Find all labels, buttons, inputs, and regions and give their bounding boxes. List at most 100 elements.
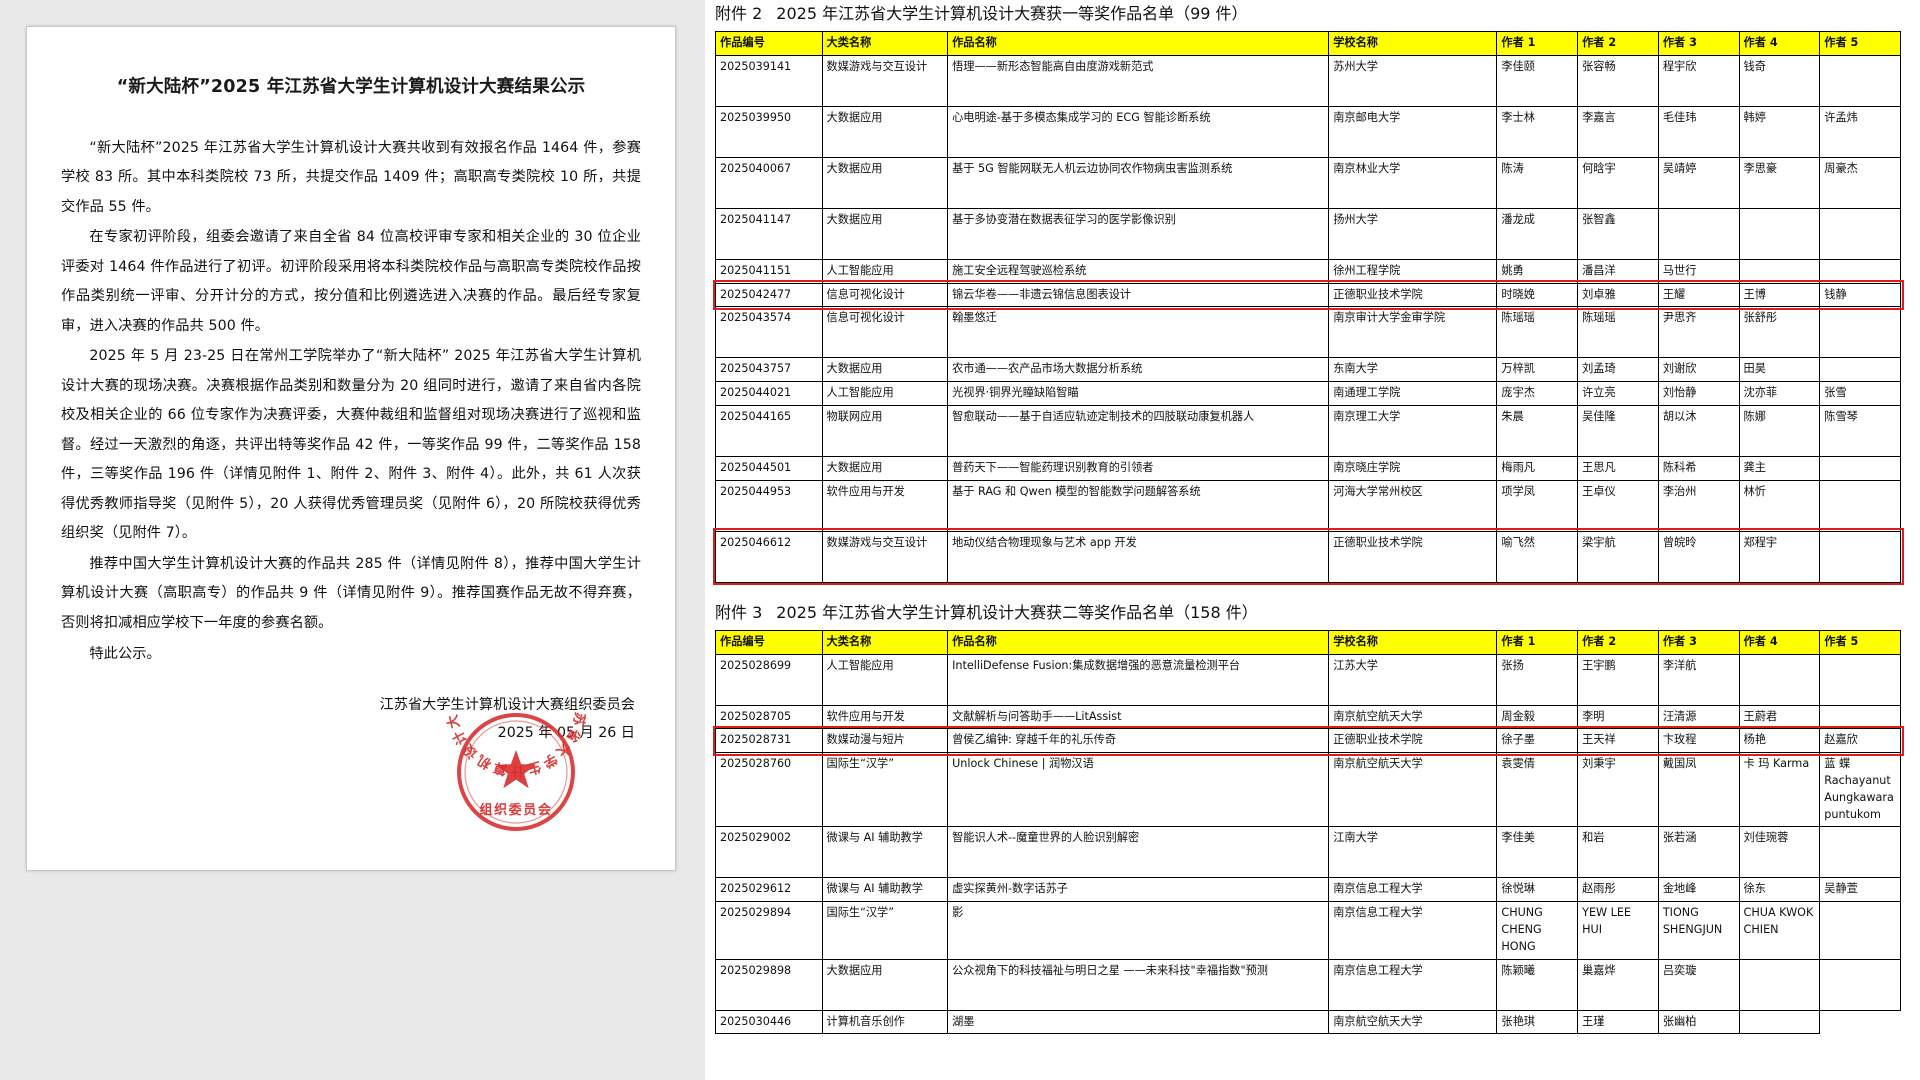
table-cell bbox=[1819, 530, 1901, 583]
table-cell: 周金毅 bbox=[1496, 704, 1579, 730]
table-cell: 南京信息工程大学 bbox=[1328, 901, 1498, 960]
table-cell: 数媒游戏与交互设计 bbox=[821, 530, 949, 583]
table-cell: 赵嘉欣 bbox=[1819, 728, 1901, 754]
table-cell: 计算机音乐创作 bbox=[821, 1009, 949, 1035]
table-row: 2025043574 信息可视化设计 翰墨悠迁 南京审计大学金审学院 陈瑶瑶 陈瑶瑶 尹思齐… bbox=[715, 306, 1901, 359]
table-cell: 王博 bbox=[1738, 282, 1821, 308]
table-cell: 人工智能应用 bbox=[821, 381, 949, 406]
table-cell: 2025039950 bbox=[715, 105, 823, 158]
table-cell: 农市通——农产品市场大数据分析系统 bbox=[947, 357, 1330, 383]
table-cell: 王瑾 bbox=[1577, 1009, 1659, 1035]
table-cell: 陈瑶瑶 bbox=[1577, 306, 1659, 359]
document-pane: “新大陆杯”2025 年江苏省大学生计算机设计大赛结果公示 “新大陆杯”2025… bbox=[0, 0, 705, 1080]
table-cell: 大数据应用 bbox=[821, 207, 949, 260]
table-cell: 郑程宇 bbox=[1738, 530, 1821, 583]
table-cell: 软件应用与开发 bbox=[821, 704, 949, 730]
table-cell: 张扬 bbox=[1496, 653, 1579, 706]
table-row: 2025029894 国际生“汉学” 影南京信息工程大学 CHUNG CHENG HO… bbox=[715, 901, 1901, 960]
table-cell: 2025041151 bbox=[715, 258, 823, 284]
table-cell: 金地峰 bbox=[1657, 877, 1740, 903]
paragraph-2: 在专家初评阶段，组委会邀请了来自全省 84 位高校评审专家和相关企业的 30 位… bbox=[61, 229, 641, 334]
second-prize-table: 作品编号 大类名称 作品名称 学校名称 作者 1 作者 2 作者 3 作者 4 作者 5 202… bbox=[715, 629, 1901, 1035]
table-cell: 扬州大学 bbox=[1328, 207, 1498, 260]
table-cell: 潘昌洋 bbox=[1577, 258, 1659, 284]
table-row: 2025044165 物联网应用 智愈联动——基于自适应轨迹定制技术的四肢联动康复机… bbox=[715, 404, 1901, 457]
table-row: 2025039141 数媒游戏与交互设计 悟理——新形态智能高自由度游戏新范式 苏州大… bbox=[715, 54, 1901, 107]
paragraph-5: 特此公示。 bbox=[89, 645, 161, 662]
table-cell: 张幽柏 bbox=[1657, 1009, 1740, 1035]
table-cell: 陈娜 bbox=[1738, 404, 1821, 457]
table-cell: 2025030446 bbox=[715, 1009, 823, 1035]
table-cell bbox=[1819, 704, 1901, 730]
table-cell: 2025029002 bbox=[715, 826, 823, 879]
table-cell: 光视界·铜界光瞳缺陷智瞄 bbox=[947, 381, 1330, 406]
table-cell: 卞玫程 bbox=[1657, 728, 1740, 754]
table-cell: CHUA KWOK CHIEN bbox=[1738, 901, 1821, 960]
table-cell: 戴国凤 bbox=[1657, 752, 1740, 828]
column-header-0: 作品编号 bbox=[715, 629, 823, 655]
table-cell: 潘龙成 bbox=[1496, 207, 1579, 260]
table-cell: 2025043574 bbox=[715, 306, 823, 359]
column-header-4: 作者 1 bbox=[1496, 31, 1579, 56]
table-cell: 徐东 bbox=[1738, 877, 1821, 903]
table-cell: 苏州大学 bbox=[1328, 54, 1498, 107]
table-cell: Unlock Chinese | 润物汉语 bbox=[947, 752, 1330, 828]
attachment-3-heading: 2025 年江苏省大学生计算机设计大赛获二等奖作品名单 bbox=[776, 602, 1175, 622]
table-cell: 时晓娩 bbox=[1496, 282, 1579, 308]
attachment-2-label: 附件 2 bbox=[715, 4, 763, 23]
table-cell: 赵雨彤 bbox=[1577, 877, 1659, 903]
table-cell bbox=[1819, 826, 1901, 879]
table-cell: 吴静萱 bbox=[1819, 877, 1901, 903]
table-cell: 2025029898 bbox=[715, 958, 823, 1011]
table-cell: 钱奇 bbox=[1738, 54, 1821, 107]
column-header-7: 作者 4 bbox=[1738, 31, 1821, 56]
table-cell: 数媒游戏与交互设计 bbox=[821, 54, 949, 107]
table-cell: 数媒动漫与短片 bbox=[821, 728, 949, 754]
table-cell: 姚勇 bbox=[1496, 258, 1579, 284]
table-cell: 大数据应用 bbox=[821, 156, 949, 209]
table-cell: 杨艳 bbox=[1738, 728, 1821, 754]
page-title: “新大陆杯”2025 年江苏省大学生计算机设计大赛结果公示 bbox=[116, 77, 586, 97]
column-header-0: 作品编号 bbox=[715, 31, 823, 56]
signature-organization: 江苏省大学生计算机设计大赛组织委员会 bbox=[379, 697, 635, 714]
table-cell: 吕奕璇 bbox=[1657, 958, 1740, 1011]
table-row: 2025041151 人工智能应用 施工安全远程驾驶巡检系统 徐州工程学院 姚勇 潘昌洋马… bbox=[715, 258, 1901, 284]
table-cell: 王蔚君 bbox=[1738, 704, 1821, 730]
table-cell: 陈瑶瑶 bbox=[1496, 306, 1579, 359]
table-cell: 李士林 bbox=[1496, 105, 1579, 158]
column-header-7: 作者 4 bbox=[1738, 629, 1821, 655]
table-cell: 胡以沐 bbox=[1657, 404, 1740, 457]
table-cell: 基于 RAG 和 Qwen 模型的智能数学问题解答系统 bbox=[947, 479, 1330, 532]
document-body: “新大陆杯”2025 年江苏省大学生计算机设计大赛共收到有效报名作品 1464 … bbox=[61, 134, 641, 670]
table-cell: 刘怡静 bbox=[1657, 381, 1740, 406]
table-cell: 软件应用与开发 bbox=[821, 479, 949, 532]
table-row: 2025029002 微课与 AI 辅助教学 智能识人术--魔童世界的人脸识别解密江… bbox=[715, 826, 1901, 879]
table-cell: 翰墨悠迁 bbox=[947, 306, 1330, 359]
announcement-page: “新大陆杯”2025 年江苏省大学生计算机设计大赛结果公示 “新大陆杯”2025… bbox=[26, 26, 676, 871]
table-cell bbox=[1819, 306, 1901, 359]
signature-date: 2025 年 05 月 26 日 bbox=[497, 725, 635, 742]
column-header-4: 作者 1 bbox=[1496, 629, 1579, 655]
table-cell: 王天祥 bbox=[1577, 728, 1659, 754]
table-cell: 地动仪结合物理现象与艺术 app 开发 bbox=[947, 530, 1330, 583]
column-header-6: 作者 3 bbox=[1657, 31, 1740, 56]
table-cell: 虚实探黄州-数字话苏子 bbox=[947, 877, 1330, 903]
column-header-6: 作者 3 bbox=[1657, 629, 1740, 655]
table-cell bbox=[1819, 653, 1901, 706]
column-header-2: 作品名称 bbox=[947, 31, 1330, 56]
attachment-3-block: 附件 3 2025 年江苏省大学生计算机设计大赛获二等奖作品名单（158 件） 作… bbox=[705, 597, 1920, 1035]
table-cell bbox=[1738, 653, 1821, 706]
table-cell: 张智鑫 bbox=[1577, 207, 1659, 260]
table-cell: 南京航空航天大学 bbox=[1328, 1009, 1498, 1035]
table-cell: 曾侯乙编钟: 穿越千年的礼乐传奇 bbox=[947, 728, 1330, 754]
attachment-3-label: 附件 3 bbox=[715, 602, 763, 622]
table-cell: 陈科希 bbox=[1657, 455, 1740, 481]
column-header-3: 学校名称 bbox=[1328, 629, 1498, 655]
table-row: 2025040067 大数据应用 基于 5G 智能网联无人机云边协同农作物病虫害监测… bbox=[715, 156, 1901, 209]
table-cell bbox=[1819, 901, 1901, 960]
table-row: 2025028731 数媒动漫与短片 曾侯乙编钟: 穿越千年的礼乐传奇 正德职业技术学… bbox=[715, 728, 1901, 754]
table-cell: 梁宇航 bbox=[1577, 530, 1659, 583]
table-row: 2025039950 大数据应用 心电明途-基于多模态集成学习的 ECG 智能诊断系… bbox=[715, 105, 1901, 158]
column-header-8: 作者 5 bbox=[1819, 31, 1901, 56]
table-cell: 国际生“汉学” bbox=[821, 752, 949, 828]
